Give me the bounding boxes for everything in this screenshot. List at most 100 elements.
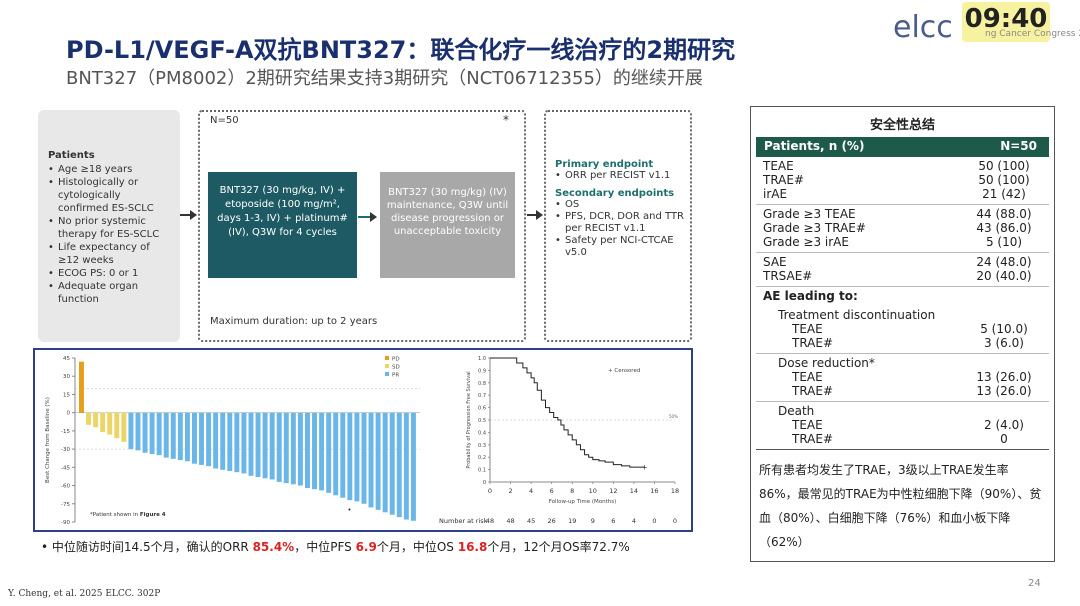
arrow-icon bbox=[358, 212, 377, 222]
bar bbox=[403, 412, 409, 520]
km-y-tick-label: 1.0 bbox=[478, 356, 486, 362]
bar bbox=[283, 412, 289, 484]
row-label: irAE bbox=[763, 187, 788, 201]
bar bbox=[326, 412, 332, 493]
safety-summary: 所有患者均发生了TRAE，3级以上TRAE发生率86%，最常见的TRAE为中性粒… bbox=[759, 463, 1042, 549]
row-value: 20 (40.0) bbox=[976, 269, 1032, 283]
table-row: Treatment discontinuation bbox=[756, 308, 1049, 322]
table-row: Dose reduction* bbox=[756, 356, 1049, 370]
legend-swatch bbox=[385, 356, 389, 360]
row-value: 43 (86.0) bbox=[976, 221, 1032, 235]
y-tick-label: 45 bbox=[63, 356, 70, 362]
annotation-text: *Patient shown in bbox=[90, 512, 140, 518]
table-group: Dose reduction* TEAE 13 (26.0) TRAE# 13 (26.… bbox=[756, 354, 1049, 402]
row-label: TRAE# bbox=[792, 384, 834, 398]
km-y-tick-label: 0.2 bbox=[478, 455, 486, 461]
table-row: Grade ≥3 irAE 5 (10) bbox=[756, 235, 1049, 249]
row-label: Death bbox=[778, 404, 815, 418]
table-group: TEAE 50 (100) TRAE# 50 (100) irAE 21 (42) bbox=[756, 157, 1049, 205]
caption-text: ，中位PFS bbox=[294, 540, 356, 554]
row-value: 0 bbox=[1000, 432, 1008, 446]
legend-label: PR bbox=[392, 373, 399, 379]
patients-box: Patients Age ≥18 years Histologically or… bbox=[38, 110, 180, 342]
row-label: TEAE bbox=[792, 322, 823, 336]
risk-value: 6 bbox=[611, 517, 615, 525]
bar bbox=[128, 412, 134, 450]
y-tick-label: 30 bbox=[63, 374, 70, 380]
page-number: 24 bbox=[1028, 578, 1041, 589]
legend-swatch bbox=[385, 364, 389, 368]
row-label: TRAE# bbox=[792, 336, 834, 350]
table-row: SAE 24 (48.0) bbox=[756, 255, 1049, 269]
marker-asterisk: • bbox=[347, 506, 351, 514]
bar bbox=[354, 412, 360, 502]
caption-text: 个月，12个月OS率72.7% bbox=[487, 540, 630, 554]
bar bbox=[234, 412, 240, 473]
y-tick-label: -90 bbox=[61, 520, 70, 526]
row-label: Grade ≥3 TRAE# bbox=[763, 221, 866, 235]
legend-swatch bbox=[385, 372, 389, 376]
row-value bbox=[971, 308, 1037, 322]
row-value: 13 (26.0) bbox=[976, 384, 1032, 398]
table-row: TEAE 50 (100) bbox=[756, 159, 1049, 173]
caption-text: 中位随访时间14.5个月，确认的ORR bbox=[51, 540, 253, 554]
row-label: TEAE bbox=[763, 159, 794, 173]
km-y-tick-label: 0.9 bbox=[478, 368, 486, 374]
row-label: TRSAE# bbox=[763, 269, 813, 283]
censor-mark: + bbox=[642, 464, 648, 472]
y-tick-label: -15 bbox=[61, 429, 70, 435]
patients-heading: Patients bbox=[48, 150, 95, 161]
table-row: Grade ≥3 TEAE 44 (88.0) bbox=[756, 207, 1049, 221]
bar bbox=[100, 412, 106, 433]
bar bbox=[241, 412, 247, 474]
table-header: Patients, n (%) N=50 bbox=[756, 137, 1049, 157]
bar bbox=[93, 412, 99, 428]
secondary-endpoint-heading: Secondary endpoints bbox=[555, 188, 675, 199]
orr-value: 85.4% bbox=[252, 540, 295, 554]
bar bbox=[248, 412, 254, 476]
table-row: TRAE# 0 bbox=[756, 432, 1049, 446]
secondary-endpoint-item: Safety per NCI-CTCAE v5.0 bbox=[555, 235, 691, 259]
km-x-tick-label: 16 bbox=[650, 487, 658, 495]
y-tick-label: 15 bbox=[63, 392, 70, 398]
bar bbox=[149, 412, 155, 454]
bar bbox=[135, 412, 141, 451]
patients-item: Life expectancy of ≥12 weeks bbox=[48, 241, 172, 267]
row-value: 50 (100) bbox=[978, 173, 1030, 187]
caption-text: 个月，中位OS bbox=[376, 540, 458, 554]
design-box bbox=[198, 110, 526, 342]
column-header: N=50 bbox=[1000, 139, 1037, 153]
arrow-icon bbox=[527, 210, 543, 220]
km-x-tick-label: 12 bbox=[609, 487, 617, 495]
table-row: TEAE 5 (10.0) bbox=[756, 322, 1049, 336]
bar bbox=[156, 412, 162, 456]
bar bbox=[389, 412, 395, 515]
row-value: 13 (26.0) bbox=[976, 370, 1032, 384]
row-value: 24 (48.0) bbox=[976, 255, 1032, 269]
km-y-tick-label: 0.7 bbox=[478, 393, 486, 399]
table-group: Grade ≥3 TEAE 44 (88.0) Grade ≥3 TRAE# 43 (… bbox=[756, 205, 1049, 253]
row-label: TRAE# bbox=[792, 432, 834, 446]
risk-label: Number at risk bbox=[439, 517, 488, 525]
risk-value: 26 bbox=[548, 517, 556, 525]
patients-item: Histologically or cytologically confirme… bbox=[48, 176, 172, 215]
table-group: Treatment discontinuation TEAE 5 (10.0) TRA… bbox=[756, 306, 1049, 354]
row-value: 5 (10) bbox=[985, 235, 1023, 249]
row-value: 21 (42) bbox=[982, 187, 1026, 201]
induction-treatment: BNT327 (30 mg/kg, IV) + etoposide (100 m… bbox=[208, 172, 357, 278]
table-row: TRSAE# 20 (40.0) bbox=[756, 269, 1049, 283]
bar bbox=[192, 412, 197, 464]
row-label: SAE bbox=[763, 255, 787, 269]
row-label: Grade ≥3 irAE bbox=[763, 235, 849, 249]
table-row: Death bbox=[756, 404, 1049, 418]
legend-label: PD bbox=[392, 357, 400, 363]
patients-list: Age ≥18 years Histologically or cytologi… bbox=[48, 163, 172, 306]
bar bbox=[297, 412, 303, 486]
figures-panel: 45 30 15 0 -15 -30 -45 -60 -75 -90 Best Change fro… bbox=[33, 348, 693, 532]
km-x-tick-label: 18 bbox=[671, 487, 679, 495]
safety-body: TEAE 50 (100) TRAE# 50 (100) irAE 21 (42) Grad… bbox=[751, 157, 1054, 450]
bar bbox=[375, 412, 381, 510]
patients-item: No prior systemic therapy for ES-SCLC bbox=[48, 215, 172, 241]
bar bbox=[269, 412, 275, 480]
bar bbox=[79, 361, 84, 413]
